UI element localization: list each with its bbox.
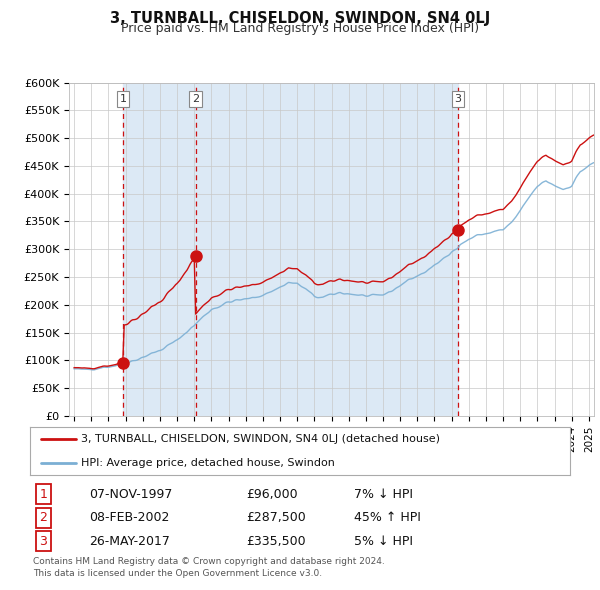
Text: 3: 3 — [454, 94, 461, 104]
Text: 5% ↓ HPI: 5% ↓ HPI — [354, 535, 413, 548]
Text: £96,000: £96,000 — [246, 487, 298, 501]
Text: 7% ↓ HPI: 7% ↓ HPI — [354, 487, 413, 501]
Text: 2: 2 — [192, 94, 199, 104]
Text: £335,500: £335,500 — [246, 535, 305, 548]
Bar — [123, 83, 196, 416]
Text: £287,500: £287,500 — [246, 511, 306, 525]
Bar — [196, 83, 458, 416]
Text: Price paid vs. HM Land Registry's House Price Index (HPI): Price paid vs. HM Land Registry's House … — [121, 22, 479, 35]
Text: 3, TURNBALL, CHISELDON, SWINDON, SN4 0LJ (detached house): 3, TURNBALL, CHISELDON, SWINDON, SN4 0LJ… — [82, 434, 440, 444]
Text: 45% ↑ HPI: 45% ↑ HPI — [354, 511, 421, 525]
Text: 08-FEB-2002: 08-FEB-2002 — [89, 511, 170, 525]
Text: 3: 3 — [40, 535, 47, 548]
Text: 1: 1 — [40, 487, 47, 501]
Text: 26-MAY-2017: 26-MAY-2017 — [89, 535, 170, 548]
Text: Contains HM Land Registry data © Crown copyright and database right 2024.
This d: Contains HM Land Registry data © Crown c… — [33, 557, 385, 578]
Text: 3, TURNBALL, CHISELDON, SWINDON, SN4 0LJ: 3, TURNBALL, CHISELDON, SWINDON, SN4 0LJ — [110, 11, 490, 25]
Text: HPI: Average price, detached house, Swindon: HPI: Average price, detached house, Swin… — [82, 458, 335, 468]
Text: 1: 1 — [119, 94, 127, 104]
Text: 07-NOV-1997: 07-NOV-1997 — [89, 487, 173, 501]
Text: 2: 2 — [40, 511, 47, 525]
